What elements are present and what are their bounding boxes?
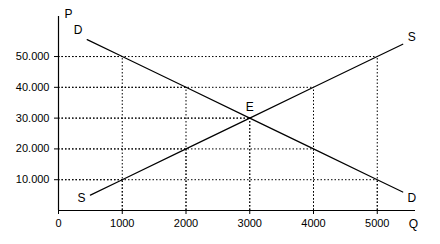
svg-text:D: D [407,191,416,205]
svg-text:Q: Q [409,217,418,231]
svg-text:E: E [246,100,254,114]
svg-text:2000: 2000 [174,217,198,229]
svg-text:4000: 4000 [301,217,325,229]
svg-text:S: S [77,191,85,205]
svg-text:3000: 3000 [238,217,262,229]
svg-text:D: D [74,23,83,37]
svg-text:P: P [65,7,73,21]
svg-text:20.000: 20.000 [16,142,50,154]
svg-text:10.000: 10.000 [16,173,50,185]
svg-text:1000: 1000 [110,217,134,229]
svg-text:40.000: 40.000 [16,81,50,93]
svg-text:5000: 5000 [365,217,389,229]
svg-text:S: S [408,30,416,44]
svg-text:0: 0 [55,217,61,229]
svg-text:30.000: 30.000 [16,112,50,124]
svg-text:50.000: 50.000 [16,50,50,62]
